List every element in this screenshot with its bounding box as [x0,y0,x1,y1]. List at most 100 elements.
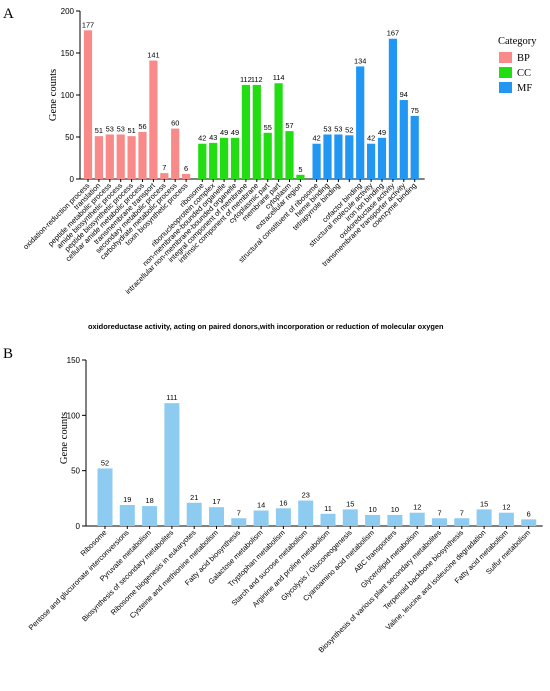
panel-a-bar [274,83,283,179]
panel-a-data-label: 51 [95,126,103,135]
panel-a-data-label: 114 [273,73,285,82]
panel-b-bar [97,468,113,526]
panel-a-data-label: 42 [198,134,206,143]
panel-a-bar [388,38,397,179]
panel-a-bar [149,60,158,180]
panel-a-data-label: 49 [378,128,386,137]
panel-a-data-label: 53 [106,124,114,133]
panel-a-data-label: 167 [387,29,399,38]
panel-b-data-label: 21 [190,493,198,502]
panel-a-data-label: 112 [240,75,252,84]
panel-a-data-label: 57 [285,121,293,130]
panel-b-bar [409,512,425,526]
panel-b-data-label: 15 [480,499,488,508]
panel-a-bar [312,143,321,179]
panel-b-bar [298,500,314,526]
panel-a-data-label: 6 [184,164,188,173]
panel-a-bar [83,30,93,179]
panel-b-data-label: 11 [324,504,332,513]
panel-b-data-label: 10 [368,505,376,514]
panel-a-bar [209,142,218,179]
panel-a-data-label: 141 [147,51,159,60]
panel-a-data-label: 49 [231,128,239,137]
panel-a-bar [171,128,180,179]
panel-a-data-label: 75 [411,106,419,115]
legend-swatch-bp [499,52,512,63]
panel-b-data-label: 10 [391,505,399,514]
legend-swatch-mf [499,82,512,93]
panel-b-data-label: 6 [527,509,531,518]
panel-b-bar [253,510,269,526]
panel-a-bar [410,116,419,179]
panel-b-bar [142,506,158,526]
panel-a-bar [399,100,408,179]
panel-a-bar [241,84,250,179]
panel-a-data-label: 5 [298,165,302,174]
panel-b-data-label: 18 [145,496,153,505]
panel-b-y-tick-label: 100 [67,411,81,420]
panel-a-y-tick-label: 100 [61,91,75,100]
panel-a-data-label: 51 [127,126,135,135]
panel-b-data-label: 14 [257,501,265,510]
panel-a-y-tick-label: 200 [61,7,75,16]
panel-a-data-label: 42 [367,134,375,143]
panel-a-bar [323,134,332,179]
panel-a-data-label: 7 [162,163,166,172]
panel-a-data-label: 177 [82,20,94,29]
panel-b-data-label: 7 [237,508,241,517]
panel-a-bar [127,136,136,179]
panel-b-data-label: 15 [346,499,354,508]
panel-a-bar [138,131,147,179]
panel-b-bar [275,508,291,526]
panel-a-bar [105,134,114,179]
panel-a-y-tick-label: 0 [70,175,75,184]
panel-b-bar [365,514,381,526]
panel-b-y-tick-label: 150 [67,356,81,365]
panel-a-data-label: 94 [400,90,408,99]
panel-b-data-label: 111 [166,393,177,402]
panel-a-bar [198,143,207,179]
panel-b-bar [209,507,224,526]
panel-a-bar [263,132,272,179]
panel-a-bar [296,174,305,179]
panel-a-y-tick-label: 150 [61,49,75,58]
panel-a-bar [334,134,343,179]
panel-a-bar [285,131,294,179]
panel-b-data-label: 7 [437,508,441,517]
panel-b-bar [164,403,180,526]
panel-a-data-label: 53 [323,124,331,133]
panel-a-data-label: 52 [345,125,353,134]
panel-a-data-label: 60 [171,119,179,128]
panel-a-y-tick-label: 50 [65,133,74,142]
panel-b-bar [186,502,202,526]
panel-b-y-tick-label: 50 [71,467,80,476]
panel-a-data-label: 134 [354,56,366,65]
panel-a-y-axis-label: Gene counts [48,69,59,121]
panel-a-data-label: 43 [209,133,217,142]
panel-a-data-label: 53 [117,124,125,133]
panel-b-bar [498,512,514,526]
panel-a-bar [116,134,125,179]
panel-b-data-label: 23 [302,491,310,500]
panel-a-data-label: 42 [312,134,320,143]
panel-a-data-label: 53 [334,124,342,133]
panel-b-bar [521,519,537,526]
panel-a-bar [345,135,354,179]
panel-b-data-label: 16 [279,498,287,507]
panel-a-bar [367,143,376,179]
panel-label-a: A [3,6,14,22]
panel-b-bar [231,518,247,526]
panel-a-bar [220,137,229,179]
legend-title: Category [498,36,537,47]
panel-a-data-label: 112 [251,75,263,84]
legend-label-bp: BP [517,53,530,64]
legend-label-mf: MF [517,83,532,94]
panel-a-bar [94,136,103,179]
panel-a-data-label: 56 [138,122,146,131]
panel-label-b: B [3,346,13,362]
panel-b-y-axis-label: Gene counts [59,412,70,464]
panel-b-y-tick-label: 0 [76,522,81,531]
